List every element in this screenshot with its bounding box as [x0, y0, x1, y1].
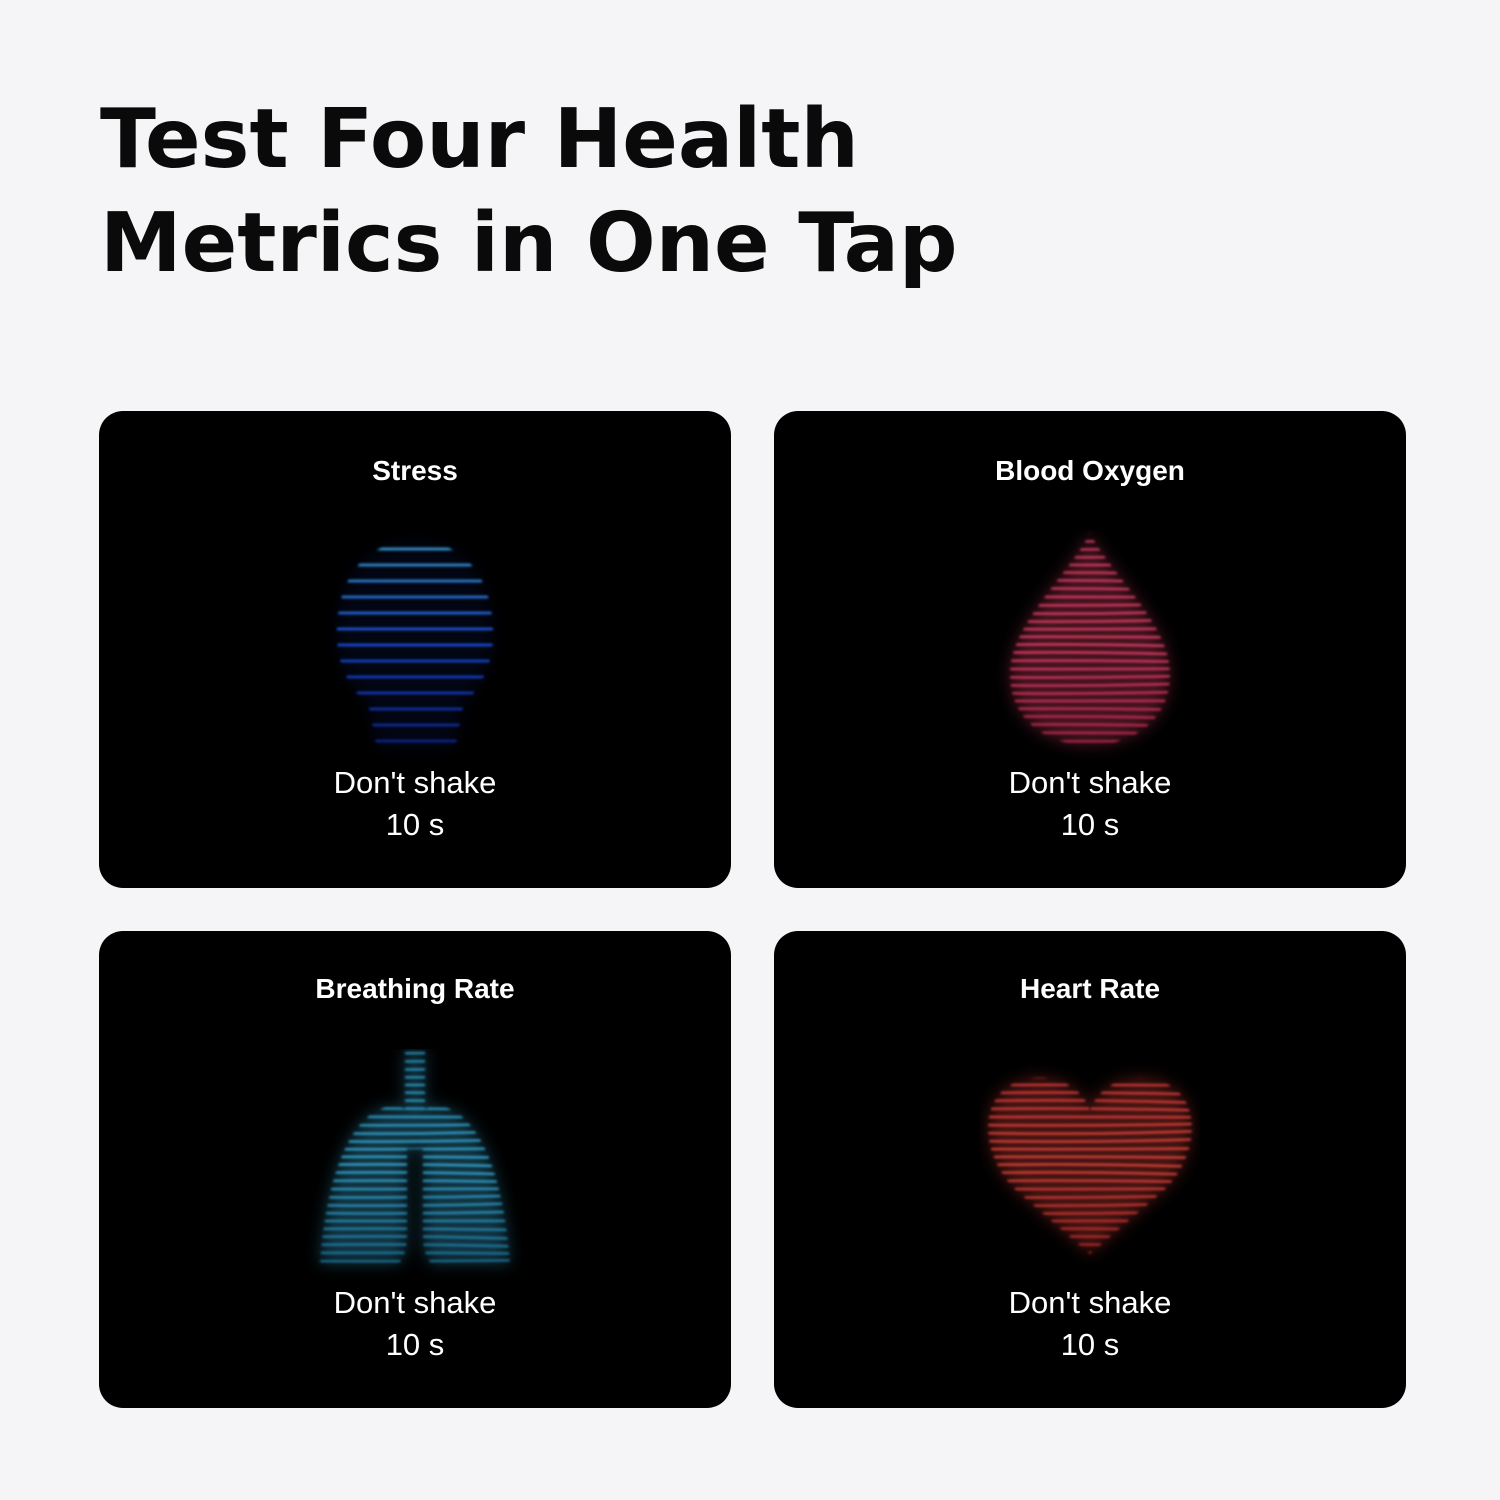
- instruction-text: Don't shake: [1008, 1285, 1172, 1320]
- card-title: Breathing Rate: [315, 973, 515, 1004]
- duration-text: 10 s: [1060, 807, 1120, 842]
- instruction-text: Don't shake: [333, 1285, 497, 1320]
- card-title: Blood Oxygen: [995, 455, 1185, 486]
- blood-drop-icon: [1010, 533, 1170, 745]
- heart-rate-card: Heart Rate Don't shake 10 s: [774, 931, 1406, 1408]
- headline-line-2: Metrics in One Tap: [100, 196, 958, 291]
- instruction-text: Don't shake: [333, 765, 497, 800]
- duration-text: 10 s: [385, 807, 445, 842]
- card-title: Heart Rate: [1019, 973, 1161, 1004]
- duration-text: 10 s: [385, 1327, 445, 1362]
- duration-text: 10 s: [1060, 1327, 1120, 1362]
- instruction-text: Don't shake: [1008, 765, 1172, 800]
- headline: Test Four Health Metrics in One Tap: [100, 88, 958, 296]
- lungs-icon: [320, 1049, 510, 1264]
- blood-oxygen-card: Blood Oxygen Don't shake 10 s: [774, 411, 1406, 888]
- heart-icon: [988, 1077, 1192, 1255]
- stress-card: Stress Don't shake 10 s: [99, 411, 731, 888]
- head-icon: [337, 541, 493, 749]
- breathing-rate-card: Breathing Rate Don't shake 10 s: [99, 931, 731, 1408]
- headline-line-1: Test Four Health: [100, 92, 859, 187]
- card-title: Stress: [372, 455, 458, 486]
